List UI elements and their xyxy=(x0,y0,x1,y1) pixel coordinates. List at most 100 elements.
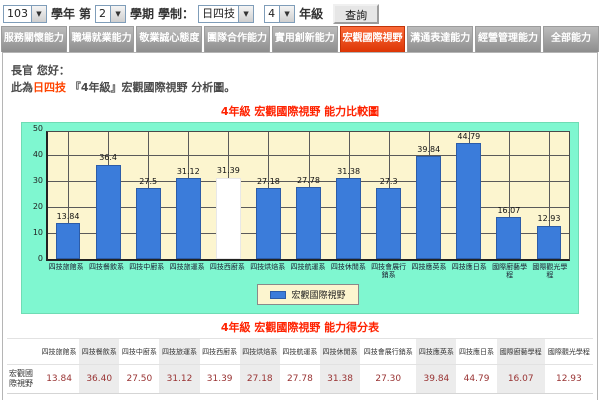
bar-chart: 13.84 36.4 27.5 31.12 31.39 27.18 27.78 31.38 27… xyxy=(21,122,579,315)
bar xyxy=(296,186,321,260)
x-axis-label: 四技烘焙系 xyxy=(250,263,286,272)
score-cell: 31.12 xyxy=(166,374,193,385)
column-header: 四技會展行銷系 xyxy=(360,339,417,366)
x-axis-label: 四技旅館系 xyxy=(48,263,84,272)
bar xyxy=(496,217,522,260)
content-panel: 長官 您好： 此為日四技 『4年級』宏觀國際視野 分析圖。 4年級 宏觀國際視野… xyxy=(2,52,598,400)
column-header: 四技應日系 xyxy=(456,339,497,366)
ability-tab-6[interactable]: 宏觀國際視野 xyxy=(339,26,406,52)
year-select-value: 103 xyxy=(7,6,28,20)
y-axis-label: 50 xyxy=(32,124,43,134)
query-button[interactable]: 查詢 xyxy=(333,3,380,24)
ability-tab-9[interactable]: 全部能力 xyxy=(542,26,600,52)
bar-highlighted xyxy=(215,177,241,260)
row-label-header xyxy=(7,339,39,366)
ability-tab-5[interactable]: 實用創新能力 xyxy=(271,26,338,52)
score-cell: 16.07 xyxy=(507,374,534,385)
score-table-column: 國際廚藝學程 16.07 xyxy=(496,339,545,394)
bar-value-label: 12.93 xyxy=(537,214,561,224)
filter-bar: 103 ▼ 學年 第 2 ▼ 學期 學制： 日四技 ▼ 4 ▼ 年級 查詢 xyxy=(0,0,600,26)
bar-value-label: 39.84 xyxy=(417,144,441,154)
bar-slot: 44.79 xyxy=(449,132,489,260)
bar xyxy=(336,177,361,260)
row-label-line2: 際視野 xyxy=(9,379,33,389)
score-table-column: 四技西廚系 31.39 xyxy=(199,339,240,393)
legend-label: 宏觀國際視野 xyxy=(291,291,346,302)
bar xyxy=(456,142,482,260)
system-select[interactable]: 日四技 ▼ xyxy=(198,4,255,23)
score-table-column: 四技休閒系 31.38 xyxy=(319,339,361,394)
ability-tab-3[interactable]: 敬業誠心態度 xyxy=(136,26,203,52)
bar-value-label: 27.18 xyxy=(256,177,280,187)
bar xyxy=(95,164,121,260)
score-table-column: 四技應日系 44.79 xyxy=(456,339,497,393)
bar-value-label: 27.3 xyxy=(379,177,398,187)
year-select[interactable]: 103 ▼ xyxy=(3,4,47,23)
ability-tab-8[interactable]: 經營管理能力 xyxy=(475,26,541,52)
system-select-value: 日四技 xyxy=(202,6,236,20)
semester-select[interactable]: 2 ▼ xyxy=(95,4,127,23)
grade-label: 年級 xyxy=(299,7,324,21)
bar-slot: 27.5 xyxy=(128,132,168,260)
grade-select[interactable]: 4 ▼ xyxy=(264,4,296,23)
bar-slot: 27.18 xyxy=(248,132,288,260)
score-table-column: 四技中廚系 27.50 xyxy=(119,339,160,393)
greeting-line2-prefix: 此為 xyxy=(11,81,33,95)
greeting-line2-suffix: 『4年級』宏觀國際視野 分析圖。 xyxy=(66,81,236,95)
x-axis-label: 四技應英系 xyxy=(411,263,447,272)
column-header: 國際觀光學程 xyxy=(544,339,593,366)
grid-vline xyxy=(548,132,550,260)
bar-slot: 31.12 xyxy=(168,132,208,260)
legend-swatch-icon xyxy=(270,290,287,299)
ability-tab-7[interactable]: 溝通表達能力 xyxy=(407,26,474,52)
greeting-line1: 長官 您好： xyxy=(11,64,70,77)
score-cell: 31.39 xyxy=(206,374,233,385)
score-table-column: 四技旅館系 13.84 xyxy=(39,339,80,393)
score-table-column: 四技烘焙系 27.18 xyxy=(239,339,280,394)
grid-vline xyxy=(508,132,510,260)
bar-value-label: 31.39 xyxy=(216,166,240,176)
x-axis-labels: 四技旅館系 四技餐飲系 四技中廚系 四技旅運系 四技西廚系 四技烘焙系 四技航運系 四技休閒系… xyxy=(46,263,570,280)
bar-value-label: 27.78 xyxy=(297,175,320,185)
semester-label: 學期 xyxy=(130,7,155,21)
bar-slot: 16.07 xyxy=(489,132,529,260)
score-table-column: 四技旅運系 31.12 xyxy=(159,339,200,394)
bar-slot: 27.78 xyxy=(288,132,328,260)
bar-slot: 13.84 xyxy=(48,132,88,260)
row-label-line1: 宏觀國 xyxy=(9,369,33,379)
ability-tab-4[interactable]: 團隊合作能力 xyxy=(204,26,270,52)
ability-tab-1[interactable]: 服務關懷能力 xyxy=(1,26,67,52)
legend-box: 宏觀國際視野 xyxy=(257,284,359,306)
x-axis-label: 四技西廚系 xyxy=(209,263,245,272)
score-table-column: 四技航運系 27.78 xyxy=(279,339,320,393)
row-label: 宏觀國 際視野 xyxy=(7,365,39,393)
chevron-down-icon: ▼ xyxy=(279,5,295,22)
score-table-column: 四技應英系 39.84 xyxy=(416,339,457,394)
grid-vline xyxy=(68,132,70,260)
y-axis-label: 0 xyxy=(37,254,43,264)
bar-value-label: 36.4 xyxy=(99,153,118,163)
column-header: 四技西廚系 xyxy=(199,339,240,366)
ability-tab-2[interactable]: 職場就業能力 xyxy=(68,26,135,52)
bar xyxy=(416,155,442,260)
column-header: 四技航運系 xyxy=(279,339,320,366)
grade-select-value: 4 xyxy=(268,6,276,20)
score-cell: 36.40 xyxy=(86,374,113,385)
x-axis-label: 四技休閒系 xyxy=(330,263,366,272)
x-axis-label: 國際廚藝學程 xyxy=(492,263,528,280)
score-table-column: 四技會展行銷系 27.30 xyxy=(360,339,417,393)
chevron-down-icon: ▼ xyxy=(238,5,254,22)
bar-slot: 31.38 xyxy=(329,132,369,260)
bar-slot: 36.4 xyxy=(88,132,128,260)
column-header: 四技應英系 xyxy=(416,339,457,366)
bar xyxy=(135,187,161,260)
bar xyxy=(256,188,281,260)
column-header: 四技餐飲系 xyxy=(79,339,120,366)
chart-title: 4年級 宏觀國際視野 能力比較圖 xyxy=(220,105,380,119)
semester-prefix-label: 第 xyxy=(79,7,92,21)
bar xyxy=(55,223,81,260)
bar-slot: 31.39 xyxy=(208,132,248,260)
bar xyxy=(536,225,562,260)
score-cell: 27.30 xyxy=(375,374,402,385)
column-header: 四技旅運系 xyxy=(159,339,200,366)
